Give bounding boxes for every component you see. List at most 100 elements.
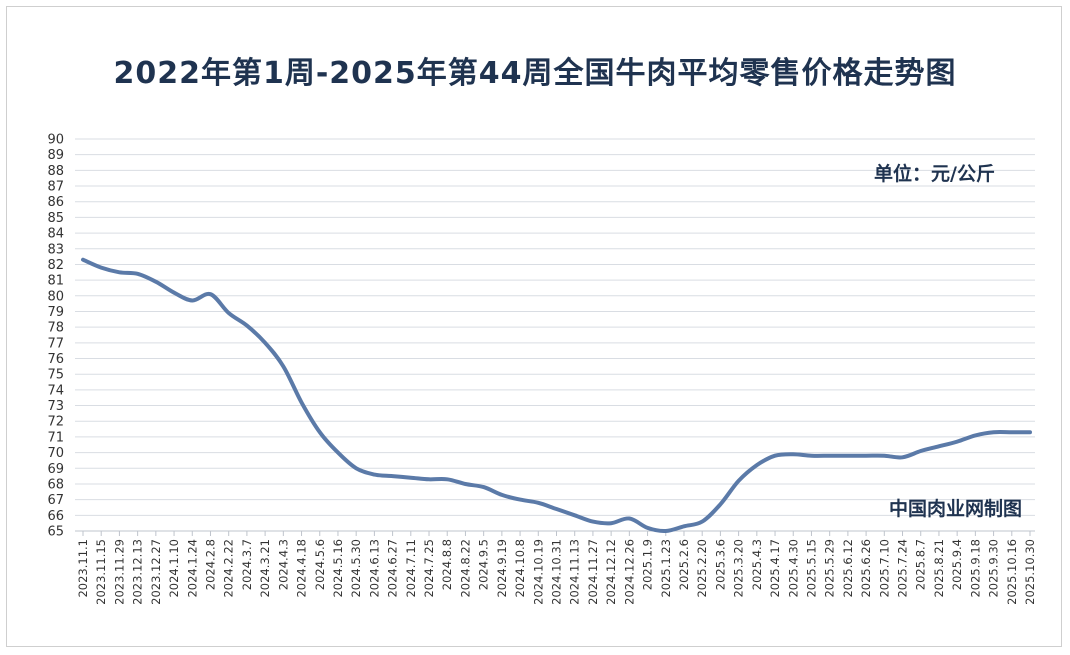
x-tick-label: 2023.11.29 xyxy=(112,539,126,605)
x-tick-label: 2025.4.3 xyxy=(750,539,764,590)
data-point xyxy=(700,520,704,523)
x-tick-label: 2024.1.24 xyxy=(185,539,199,598)
y-tick-label: 78 xyxy=(47,321,64,336)
data-point xyxy=(591,520,595,523)
y-tick-label: 80 xyxy=(47,289,64,304)
y-tick-label: 81 xyxy=(47,274,64,289)
x-tick-label: 2025.5.29 xyxy=(823,539,837,598)
x-tick-label: 2024.9.19 xyxy=(495,539,509,598)
data-point xyxy=(974,434,977,437)
x-tick-label: 2025.3.20 xyxy=(732,539,746,598)
y-tick-label: 86 xyxy=(47,195,64,210)
data-point xyxy=(191,299,194,302)
data-point xyxy=(464,482,467,486)
data-point xyxy=(537,501,540,504)
data-point xyxy=(810,454,813,457)
x-tick-label: 2024.3.7 xyxy=(240,539,254,590)
y-tick-label: 65 xyxy=(47,525,64,540)
x-tick-label: 2025.9.18 xyxy=(968,539,982,598)
x-tick-label: 2024.4.18 xyxy=(295,539,309,598)
data-point xyxy=(227,311,230,315)
x-axis-ticks: 2023.11.1 2023.11.15 2023.11.29 2023.12.13 2… xyxy=(76,531,1037,605)
y-tick-label: 84 xyxy=(47,227,64,242)
data-point xyxy=(354,467,358,470)
data-point xyxy=(263,341,267,345)
x-tick-label: 2024.6.27 xyxy=(386,539,400,598)
x-tick-label: 2025.10.16 xyxy=(1005,539,1019,605)
x-tick-label: 2024.11.27 xyxy=(586,539,600,605)
data-point xyxy=(172,291,176,294)
x-tick-label: 2024.5.6 xyxy=(313,539,327,590)
x-tick-label: 2024.12.12 xyxy=(604,539,618,605)
x-tick-label: 2025.6.26 xyxy=(859,539,873,598)
data-point xyxy=(864,454,868,457)
data-point xyxy=(664,529,667,533)
x-tick-label: 2024.12.26 xyxy=(622,539,636,605)
x-tick-label: 2025.4.17 xyxy=(768,539,782,598)
data-point xyxy=(901,456,904,459)
x-tick-label: 2024.10.8 xyxy=(513,539,527,598)
x-tick-label: 2025.3.6 xyxy=(713,539,727,590)
x-tick-label: 2024.7.11 xyxy=(404,539,418,598)
data-point xyxy=(573,514,576,517)
y-tick-label: 89 xyxy=(47,148,64,163)
data-point xyxy=(318,431,321,434)
x-tick-label: 2025.8.7 xyxy=(914,539,928,590)
data-point xyxy=(209,293,212,296)
y-tick-label: 83 xyxy=(47,242,64,257)
y-tick-label: 82 xyxy=(47,258,64,273)
y-tick-label: 79 xyxy=(47,305,64,320)
data-point xyxy=(427,478,431,481)
x-tick-label: 2025.10.30 xyxy=(1023,539,1037,605)
x-tick-label: 2024.6.13 xyxy=(367,539,381,598)
data-point xyxy=(737,479,740,483)
x-tick-label: 2025.9.4 xyxy=(950,539,964,590)
data-point xyxy=(682,525,686,528)
x-tick-label: 2025.6.12 xyxy=(841,539,855,598)
x-tick-label: 2024.4.3 xyxy=(276,539,290,590)
y-tick-label: 74 xyxy=(47,383,64,398)
data-point xyxy=(391,474,394,478)
x-tick-label: 2025.8.21 xyxy=(932,539,946,598)
x-tick-label: 2023.12.27 xyxy=(149,539,163,605)
data-point xyxy=(792,452,795,456)
data-point xyxy=(518,498,522,501)
x-tick-label: 2025.2.20 xyxy=(695,539,709,598)
x-tick-label: 2024.9.5 xyxy=(477,539,491,590)
data-point xyxy=(992,431,995,434)
y-tick-label: 85 xyxy=(47,211,64,226)
data-point xyxy=(446,478,449,481)
x-tick-label: 2024.2.8 xyxy=(203,539,217,590)
x-tick-label: 2024.1.10 xyxy=(167,539,181,598)
x-tick-label: 2024.3.21 xyxy=(258,539,272,598)
y-axis-ticks: 6566676869707172737475767778798081828384… xyxy=(47,133,64,540)
series-group xyxy=(81,257,1032,534)
x-tick-label: 2024.2.22 xyxy=(222,539,236,598)
data-point xyxy=(100,266,103,269)
x-tick-label: 2024.10.19 xyxy=(531,539,545,605)
x-tick-label: 2024.5.30 xyxy=(349,539,363,598)
y-tick-label: 66 xyxy=(47,509,64,524)
x-tick-label: 2025.5.15 xyxy=(804,539,818,598)
x-tick-label: 2025.7.24 xyxy=(896,539,910,598)
series-line xyxy=(81,257,1032,534)
data-point xyxy=(719,503,722,506)
x-tick-label: 2024.11.13 xyxy=(568,539,582,605)
x-tick-label: 2024.8.22 xyxy=(458,539,472,598)
data-point xyxy=(373,473,376,476)
data-point xyxy=(1010,431,1013,434)
x-tick-label: 2025.1.9 xyxy=(641,539,655,590)
x-tick-label: 2023.12.13 xyxy=(131,539,145,605)
data-point xyxy=(482,485,485,489)
y-tick-label: 72 xyxy=(47,415,64,430)
data-point xyxy=(646,526,649,530)
y-tick-label: 67 xyxy=(47,493,64,508)
y-tick-label: 68 xyxy=(47,477,64,492)
y-tick-label: 70 xyxy=(47,446,64,461)
data-point xyxy=(300,401,303,404)
y-tick-label: 73 xyxy=(47,399,64,414)
unit-note: 单位：元/公斤 xyxy=(874,162,995,185)
y-tick-label: 90 xyxy=(47,133,64,148)
x-tick-label: 2025.7.10 xyxy=(877,539,891,598)
data-point xyxy=(828,454,831,457)
